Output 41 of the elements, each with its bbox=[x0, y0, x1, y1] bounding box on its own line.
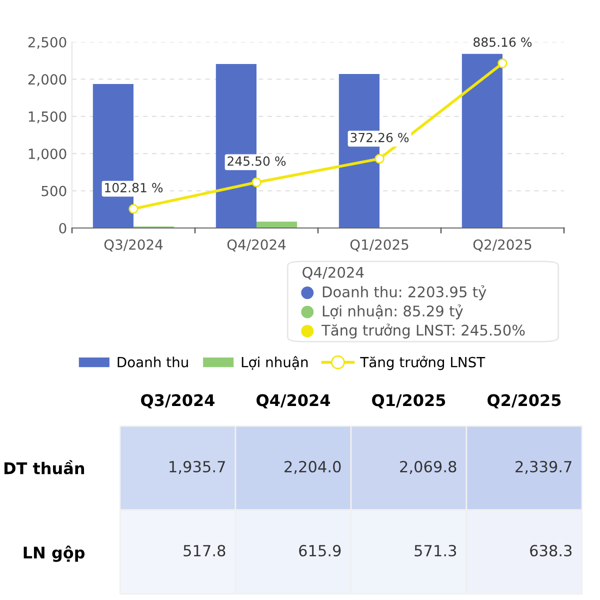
legend-label: Doanh thu bbox=[118, 356, 188, 368]
x-tick-label: Q3/2024 bbox=[141, 394, 215, 408]
point bbox=[252, 177, 262, 188]
y-tick-label: LN gộp bbox=[24, 546, 85, 562]
data-label: 372.26 % bbox=[350, 132, 409, 142]
x-tick-label: Q4/2024 bbox=[227, 239, 286, 252]
text: Lợi nhuận: 85.29 tỷ bbox=[322, 304, 463, 320]
x-tick-label: Q1/2025 bbox=[372, 394, 446, 408]
data-label: 517.8 bbox=[184, 544, 226, 556]
x-tick-label: Q3/2024 bbox=[104, 239, 163, 252]
data-label: 571.3 bbox=[414, 544, 456, 556]
data-label: 638.3 bbox=[530, 544, 572, 556]
legend-label: Lợi nhuận bbox=[242, 356, 308, 370]
y-tick-label: DT thuần bbox=[4, 460, 84, 474]
y-tick-label: 1,500 bbox=[28, 111, 66, 124]
point bbox=[374, 154, 384, 164]
x-tick-label: Q2/2025 bbox=[473, 239, 532, 252]
bar bbox=[462, 54, 502, 228]
y-tick-label: 500 bbox=[42, 186, 66, 196]
data-label: 245.50 % bbox=[228, 156, 286, 166]
y-tick-label: 1,000 bbox=[28, 148, 66, 160]
data-label: 885.16 % bbox=[474, 37, 532, 47]
x-tick-label: Q1/2025 bbox=[350, 239, 408, 252]
y-tick-label: 2,000 bbox=[28, 74, 66, 86]
x-tick-label: Q4/2024 bbox=[256, 394, 330, 408]
x-tick-label: Q2/2025 bbox=[488, 394, 561, 408]
data-label: 102.81 % bbox=[105, 182, 163, 192]
data-label: 615.9 bbox=[299, 544, 341, 556]
y-tick-label: 0 bbox=[59, 222, 66, 234]
text: Tăng trưởng LNST: 245.50% bbox=[321, 324, 525, 339]
text: Doanh thu: 2203.95 tỷ bbox=[322, 285, 486, 300]
bar bbox=[256, 222, 298, 228]
point bbox=[128, 204, 138, 214]
data-label: 2,069.8 bbox=[400, 460, 456, 474]
y-tick-label: 2,500 bbox=[28, 36, 66, 49]
legend-label: Tăng trưởng LNST bbox=[360, 356, 486, 370]
data-label: 2,204.0 bbox=[284, 460, 341, 474]
data-label: 2,339.7 bbox=[516, 460, 572, 474]
point bbox=[498, 58, 508, 68]
data-label: 1,935.7 bbox=[170, 460, 225, 474]
text: Q4/2024 bbox=[302, 266, 364, 280]
